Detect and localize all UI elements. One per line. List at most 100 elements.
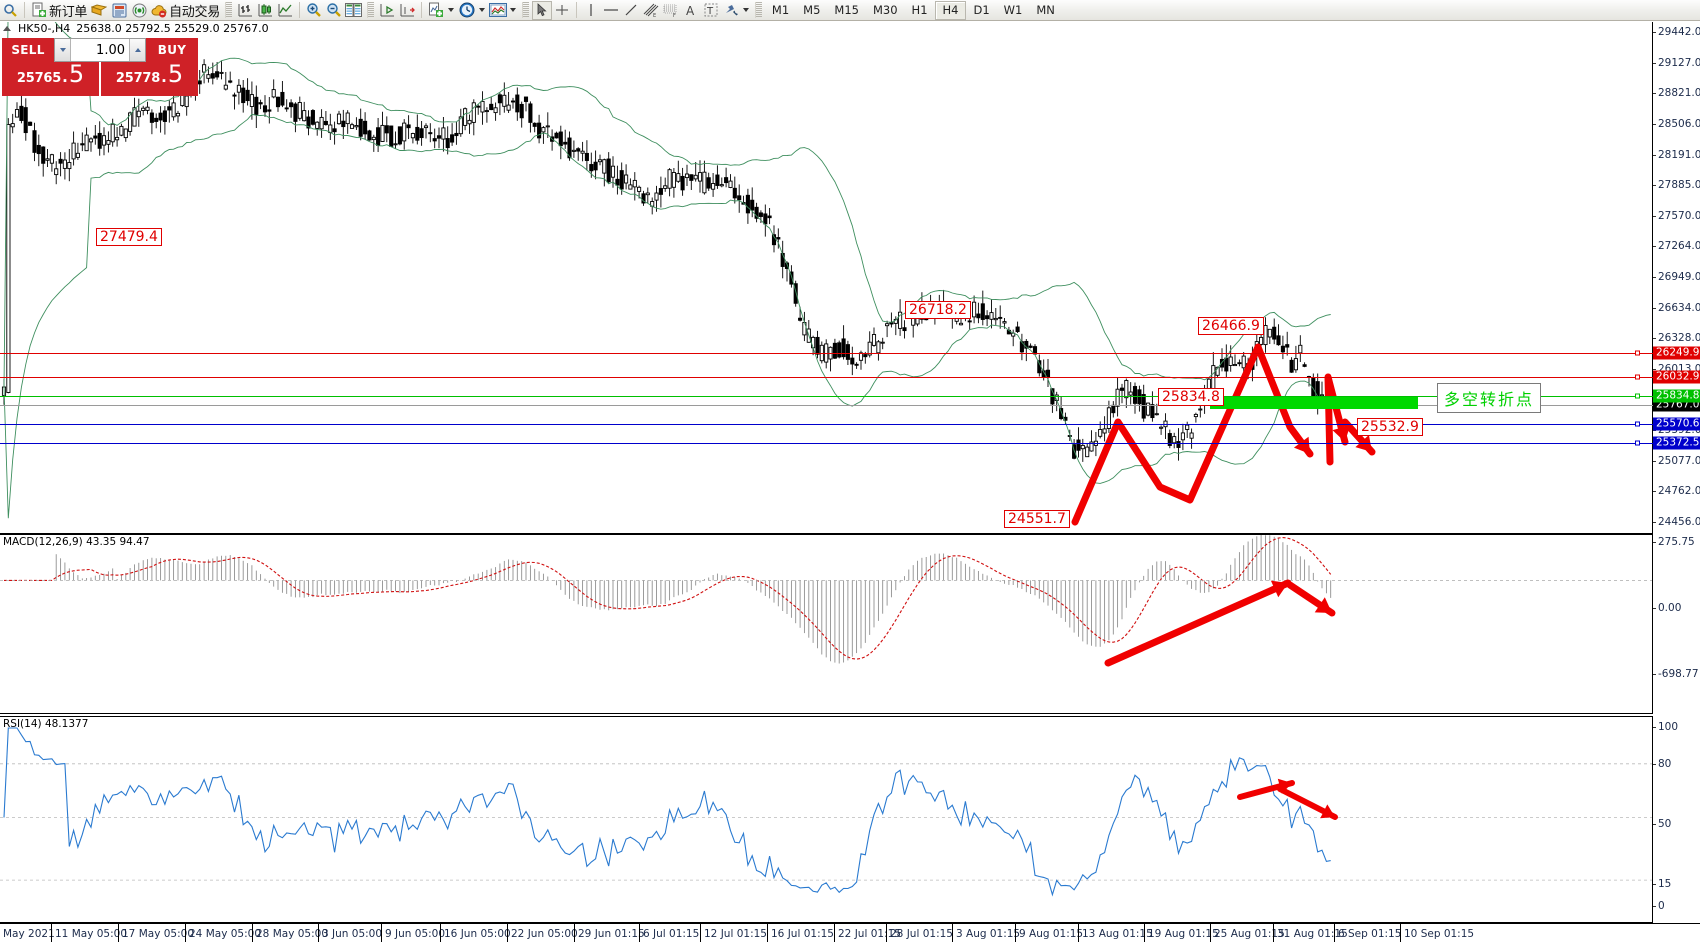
trendline-icon[interactable] bbox=[621, 1, 641, 20]
volume-stepper[interactable]: 1.00 bbox=[54, 38, 146, 62]
price-level-tag[interactable]: 25372.5 bbox=[1653, 436, 1700, 450]
zoom-in-icon[interactable] bbox=[304, 1, 324, 20]
auto-scroll-icon[interactable] bbox=[377, 1, 397, 20]
candle-chart-icon[interactable] bbox=[255, 1, 275, 20]
text-icon[interactable]: A bbox=[681, 1, 701, 20]
axis-label: -698.77 bbox=[1658, 668, 1699, 680]
price-level-handle[interactable] bbox=[1635, 393, 1640, 399]
objects-dropdown-caret[interactable] bbox=[741, 1, 752, 19]
equidistant-icon[interactable]: E bbox=[641, 1, 661, 20]
time-tick bbox=[834, 924, 835, 942]
price-level-line[interactable] bbox=[0, 353, 1653, 354]
price-axis[interactable]: 29442.0 29127.0 28821.0 28506.0 28191.0 27885… bbox=[1653, 22, 1700, 534]
magnifier-icon[interactable] bbox=[0, 1, 20, 20]
toolbar-grip[interactable] bbox=[224, 2, 232, 18]
timeframe-h4-button[interactable]: H4 bbox=[934, 0, 967, 20]
volume-increment-button[interactable] bbox=[129, 39, 145, 61]
vline-icon[interactable] bbox=[581, 1, 601, 20]
rsi-analysis-arrow-down[interactable] bbox=[1277, 786, 1338, 820]
cursor-icon[interactable] bbox=[531, 0, 552, 20]
price-level-handle[interactable] bbox=[1635, 374, 1640, 380]
signals-icon[interactable] bbox=[129, 1, 149, 20]
toolbar-grip[interactable] bbox=[366, 2, 374, 18]
timeframe-mn-button[interactable]: MN bbox=[1036, 3, 1055, 17]
svg-text:F: F bbox=[673, 13, 676, 18]
volume-decrement-button[interactable] bbox=[55, 39, 71, 61]
buy-price-display[interactable]: 25778 . 5 bbox=[101, 62, 198, 96]
time-tick bbox=[1273, 924, 1274, 942]
price-level-line[interactable] bbox=[0, 377, 1653, 378]
objects-icon[interactable] bbox=[721, 1, 741, 20]
swing-label[interactable]: 27479.4 bbox=[96, 228, 162, 246]
toolbar-grip[interactable] bbox=[754, 2, 762, 18]
new-order-label[interactable]: 新订单 bbox=[49, 4, 88, 20]
templates-icon[interactable] bbox=[488, 1, 508, 20]
line-chart-icon[interactable] bbox=[275, 1, 295, 20]
axis-tick bbox=[1653, 123, 1656, 125]
main-toolbar: 新订单 自动交易 bbox=[0, 0, 1700, 21]
timeframe-w1-button[interactable]: W1 bbox=[1003, 3, 1023, 17]
price-level-tag[interactable]: 25834.8 bbox=[1653, 389, 1700, 403]
price-level-tag[interactable]: 26249.9 bbox=[1653, 346, 1700, 360]
macd-analysis-arrow-up[interactable] bbox=[1104, 579, 1292, 667]
time-axis[interactable]: May 2021 11 May 05:00 17 May 05:00 24 May 0… bbox=[0, 923, 1700, 942]
sell-button[interactable]: SELL bbox=[2, 38, 54, 62]
toolbar-grip[interactable] bbox=[521, 2, 529, 18]
swing-label[interactable]: 26466.9 bbox=[1198, 317, 1264, 335]
timeframe-m5-button[interactable]: M5 bbox=[803, 3, 821, 17]
terminal-icon[interactable] bbox=[109, 1, 129, 20]
swing-label[interactable]: 24551.7 bbox=[1004, 510, 1070, 528]
price-level-handle[interactable] bbox=[1635, 440, 1640, 446]
price-level-line[interactable] bbox=[0, 424, 1653, 425]
price-level-line[interactable] bbox=[0, 405, 1653, 406]
crosshair-icon[interactable] bbox=[552, 1, 572, 20]
price-level-line[interactable] bbox=[0, 443, 1653, 444]
timeframe-m1-button[interactable]: M1 bbox=[771, 3, 790, 17]
hline-icon[interactable] bbox=[601, 1, 621, 20]
price-chart-pane[interactable] bbox=[0, 22, 1653, 534]
indicators-dropdown-caret[interactable] bbox=[446, 1, 457, 19]
macd-pane[interactable] bbox=[0, 534, 1653, 714]
timeframe-m30-button[interactable]: M30 bbox=[872, 3, 898, 17]
macd-axis[interactable]: 275.75 0.00 -698.77 bbox=[1653, 534, 1700, 714]
one-click-trading-panel[interactable]: SELL 1.00 BUY 25765 . 5 25778 . 5 bbox=[2, 38, 198, 96]
price-level-handle[interactable] bbox=[1635, 421, 1640, 427]
timeframe-d1-button[interactable]: D1 bbox=[973, 3, 990, 17]
folder-icon[interactable] bbox=[89, 1, 109, 20]
price-level-line[interactable] bbox=[0, 396, 1653, 397]
bar-chart-icon[interactable] bbox=[235, 1, 255, 20]
time-tick bbox=[700, 924, 701, 942]
timeframe-m15-button[interactable]: M15 bbox=[834, 3, 859, 17]
new-order-icon[interactable] bbox=[29, 1, 49, 20]
rsi-axis[interactable]: 100 80 50 15 0 bbox=[1653, 716, 1700, 923]
macd-analysis-arrow-down[interactable] bbox=[1286, 581, 1336, 617]
label-icon[interactable]: T bbox=[701, 1, 721, 20]
buy-button[interactable]: BUY bbox=[146, 38, 198, 62]
time-label: 10 Sep 01:15 bbox=[1404, 928, 1475, 940]
fibonacci-icon[interactable]: F bbox=[661, 1, 681, 20]
rsi-pane[interactable] bbox=[0, 716, 1653, 923]
analysis-arrow-main[interactable] bbox=[1071, 343, 1314, 526]
data-window-icon[interactable] bbox=[344, 1, 364, 20]
axis-tick bbox=[1653, 824, 1656, 825]
swing-label[interactable]: 25834.8 bbox=[1158, 388, 1224, 406]
swing-label[interactable]: 25532.9 bbox=[1357, 418, 1423, 436]
periods-icon[interactable] bbox=[457, 1, 477, 20]
zoom-out-icon[interactable] bbox=[324, 1, 344, 20]
price-level-tag[interactable]: 25570.6 bbox=[1653, 417, 1700, 431]
timeframe-h1-button[interactable]: H1 bbox=[911, 3, 928, 17]
time-label: May 2021 bbox=[3, 928, 55, 940]
autotrade-label[interactable]: 自动交易 bbox=[169, 4, 220, 20]
price-level-tag[interactable]: 26032.9 bbox=[1653, 370, 1700, 384]
templates-dropdown-caret[interactable] bbox=[508, 1, 519, 19]
swing-label[interactable]: 26718.2 bbox=[905, 301, 971, 319]
indicators-icon[interactable] bbox=[426, 1, 446, 20]
periods-dropdown-caret[interactable] bbox=[477, 1, 488, 19]
autotrade-icon[interactable] bbox=[149, 1, 169, 20]
toolbar-divider bbox=[420, 2, 422, 18]
time-label: 29 Jun 01:15 bbox=[578, 928, 645, 940]
sell-price-display[interactable]: 25765 . 5 bbox=[2, 62, 99, 96]
price-level-handle[interactable] bbox=[1635, 350, 1640, 356]
chart-shift-icon[interactable] bbox=[397, 1, 417, 20]
volume-input[interactable]: 1.00 bbox=[96, 42, 125, 58]
